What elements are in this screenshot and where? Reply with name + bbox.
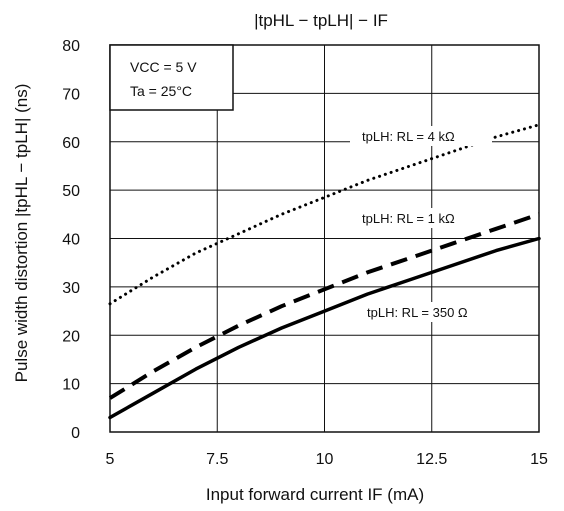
y-axis-title: Pulse width distortion |tpHL − tpLH| (ns… <box>12 84 31 383</box>
series-labels: tpLH: RL = 4 kΩ tpLH: RL = 1 kΩ tpLH: RL… <box>350 126 500 322</box>
y-tick-label: 80 <box>62 38 80 55</box>
condition-vcc: VCC = 5 V <box>130 59 197 75</box>
series-label-4k: tpLH: RL = 4 kΩ <box>362 129 455 144</box>
y-tick-label: 20 <box>62 328 80 345</box>
series-lines <box>108 123 541 420</box>
conditions-box: VCC = 5 V Ta = 25°C <box>109 44 234 111</box>
y-tick-label: 40 <box>62 232 80 249</box>
y-tick-label: 10 <box>62 377 80 394</box>
series-label-350: tpLH: RL = 350 Ω <box>367 305 468 320</box>
y-tick-label: 70 <box>62 86 80 103</box>
x-axis-title: Input forward current IF (mA) <box>206 485 424 504</box>
y-tick-label: 30 <box>62 280 80 297</box>
x-tick-label: 12.5 <box>416 451 447 468</box>
series-line-1 <box>108 123 541 306</box>
x-tick-label: 7.5 <box>206 451 228 468</box>
series-line-3 <box>108 236 541 420</box>
x-tick-label: 10 <box>316 451 334 468</box>
series-label-1k: tpLH: RL = 1 kΩ <box>362 211 455 226</box>
condition-ta: Ta = 25°C <box>130 83 192 99</box>
series-line-2 <box>108 212 540 400</box>
y-tick-label: 50 <box>62 183 80 200</box>
tick-labels: 5 7.5 10 12.5 15 0 10 20 30 40 50 60 70 80 <box>62 38 548 468</box>
y-tick-label: 60 <box>62 135 80 152</box>
chart-title: |tpHL − tpLH| − IF <box>254 11 388 30</box>
y-tick-label: 0 <box>71 425 80 442</box>
x-tick-label: 15 <box>530 451 548 468</box>
gridlines <box>110 45 539 432</box>
x-tick-label: 5 <box>106 451 115 468</box>
